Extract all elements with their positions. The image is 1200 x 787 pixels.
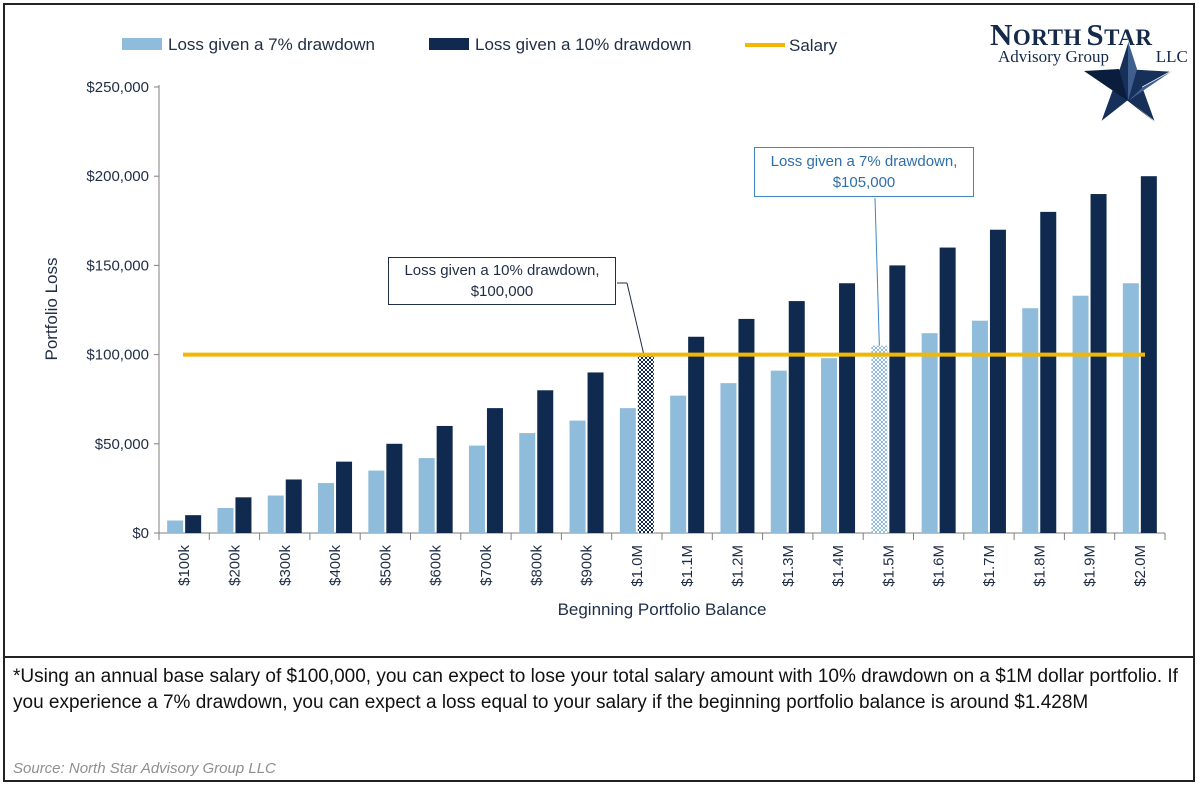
- x-axis-ticks: $100k $200k $300k $400k $500k $600k $700k $800k…: [158, 533, 1166, 587]
- x-tick-label: $1.1M: [679, 545, 696, 587]
- legend: Loss given a 7% drawdown Loss given a 10…: [122, 35, 838, 55]
- bar-10pct: [688, 336, 705, 533]
- callout-10pct-leader: [626, 282, 645, 355]
- bar-10pct: [285, 479, 302, 533]
- x-tick-label: $100k: [176, 545, 193, 586]
- bar-10pct: [1090, 194, 1107, 534]
- callout-10pct: Loss given a 10% drawdown, $100,000: [388, 257, 616, 305]
- bar-7pct: [418, 458, 435, 533]
- bar-7pct: [770, 370, 787, 533]
- bar-7pct: [1072, 295, 1089, 533]
- bar-7pct: [569, 420, 586, 533]
- x-tick-label: $1.6M: [931, 545, 948, 587]
- bar-7pct: [368, 470, 385, 533]
- bar-10pct: [939, 247, 956, 533]
- x-tick-label: $1.4M: [830, 545, 847, 587]
- bar-7pct: [217, 508, 234, 533]
- callout-10pct-line1: Loss given a 10% drawdown,: [404, 262, 600, 279]
- bar-7pct: [167, 520, 184, 533]
- y-tick-label: $50,000: [95, 436, 149, 453]
- x-tick-label: $1.0M: [629, 545, 646, 587]
- x-tick-label: $600k: [428, 545, 445, 586]
- chart-frame: Loss given a 7% drawdown Loss given a 10…: [3, 3, 1195, 782]
- legend-label-salary: Salary: [789, 36, 838, 55]
- bar-7pct: [619, 408, 636, 533]
- x-tick-label: $900k: [579, 545, 596, 586]
- bar-7pct: [519, 433, 536, 533]
- legend-swatch-10pct: [429, 38, 469, 50]
- x-tick-label: $2.0M: [1132, 545, 1149, 587]
- x-tick-label: $1.7M: [981, 545, 998, 587]
- bar-10pct: [637, 354, 654, 533]
- y-tick-label: $200,000: [86, 168, 149, 185]
- bar-10pct: [839, 283, 856, 533]
- x-tick-label: $400k: [327, 545, 344, 586]
- x-tick-label: $500k: [377, 545, 394, 586]
- bar-10pct: [185, 515, 202, 533]
- bar-10pct: [386, 443, 403, 533]
- bar-7pct: [971, 320, 988, 533]
- bar-10pct: [235, 497, 252, 533]
- bar-10pct: [336, 461, 353, 533]
- y-axis-title: Portfolio Loss: [42, 258, 61, 361]
- legend-swatch-7pct: [122, 38, 162, 50]
- legend-label-10pct: Loss given a 10% drawdown: [475, 35, 691, 54]
- callout-7pct: Loss given a 7% drawdown, $105,000: [754, 147, 974, 197]
- bar-10pct: [486, 408, 503, 533]
- bar-7pct: [871, 345, 888, 533]
- callout-7pct-leader: [874, 197, 880, 346]
- x-tick-label: $1.3M: [780, 545, 797, 587]
- legend-label-7pct: Loss given a 7% drawdown: [168, 35, 375, 54]
- bar-10pct: [989, 229, 1006, 533]
- logo-subtitle: Advisory Group LLC: [998, 47, 1188, 66]
- bar-7pct: [921, 333, 938, 533]
- company-logo: NORTH STAR Advisory Group LLC: [988, 13, 1198, 125]
- bar-7pct: [1022, 308, 1039, 533]
- x-tick-label: $700k: [478, 545, 495, 586]
- bar-10pct: [436, 425, 453, 533]
- bar-10pct: [1140, 176, 1157, 533]
- x-axis-title: Beginning Portfolio Balance: [558, 600, 767, 619]
- callout-10pct-line2: $100,000: [470, 283, 534, 300]
- bar-7pct: [318, 483, 335, 533]
- bar-10pct: [788, 301, 805, 533]
- divider: [5, 656, 1193, 658]
- source-note: Source: North Star Advisory Group LLC: [13, 760, 276, 777]
- y-axis-ticks: $0 $50,000 $100,000 $150,000 $200,000 $250,00…: [86, 79, 159, 542]
- bar-10pct: [1040, 211, 1057, 533]
- star-icon: [1081, 39, 1175, 125]
- x-tick-label: $1.9M: [1082, 545, 1099, 587]
- bar-7pct: [1122, 283, 1139, 533]
- bar-10pct: [738, 318, 755, 533]
- footnote: *Using an annual base salary of $100,000…: [13, 666, 1178, 713]
- x-tick-label: $1.8M: [1031, 545, 1048, 587]
- bar-7pct: [821, 358, 838, 533]
- x-tick-label: $200k: [226, 545, 243, 586]
- callout-leaders: [617, 197, 880, 355]
- y-tick-label: $250,000: [86, 79, 149, 96]
- x-tick-label: $300k: [277, 545, 294, 586]
- y-tick-label: $100,000: [86, 347, 149, 364]
- bar-10pct: [587, 372, 604, 533]
- bar-10pct: [537, 390, 554, 533]
- bar-7pct: [670, 395, 687, 533]
- callout-7pct-line2: $105,000: [832, 174, 896, 191]
- y-tick-label: $150,000: [86, 257, 149, 274]
- y-tick-label: $0: [132, 525, 149, 542]
- bar-7pct: [720, 383, 737, 533]
- chart: Loss given a 7% drawdown Loss given a 10…: [42, 35, 1166, 619]
- x-tick-label: $1.2M: [729, 545, 746, 587]
- bar-10pct: [889, 265, 906, 533]
- x-tick-label: $1.5M: [880, 545, 897, 587]
- bar-7pct: [267, 495, 284, 533]
- x-tick-label: $800k: [528, 545, 545, 586]
- callout-7pct-line1: Loss given a 7% drawdown,: [770, 153, 958, 170]
- bar-7pct: [468, 445, 485, 533]
